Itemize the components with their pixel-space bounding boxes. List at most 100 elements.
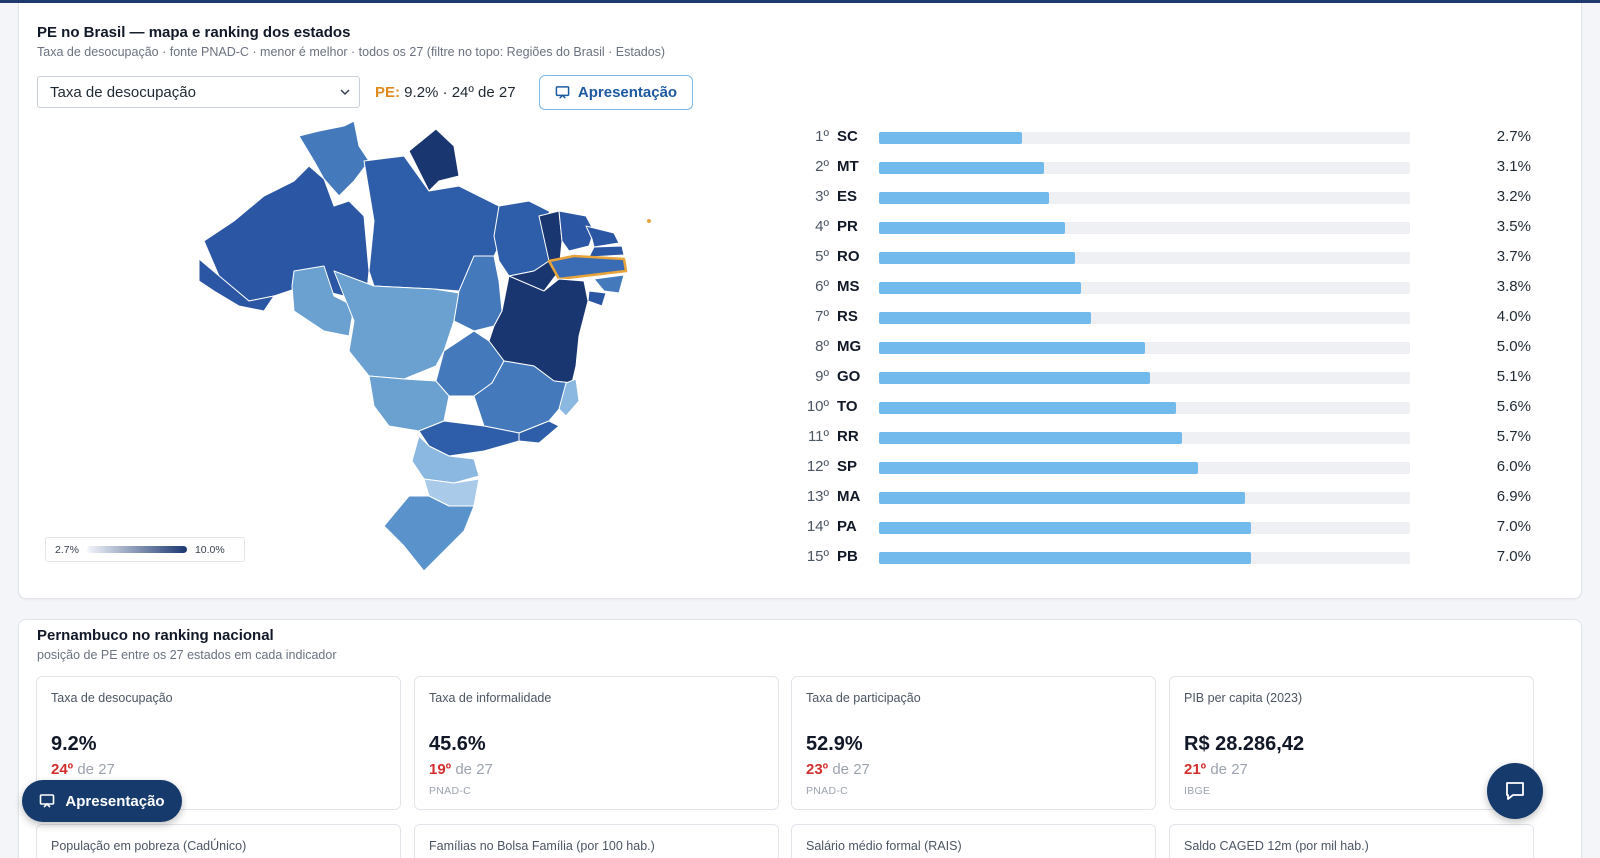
ranking-row[interactable]: 3º ES 3.2%	[799, 187, 1579, 207]
ranking-row[interactable]: 12º SP 6.0%	[799, 457, 1579, 477]
indicator-select-value: Taxa de desocupação	[50, 84, 196, 101]
ranking-value: 3.5%	[1496, 218, 1531, 235]
metric-label: Taxa de participação	[806, 691, 921, 705]
chat-icon	[1506, 782, 1524, 800]
ranking-value: 3.8%	[1496, 278, 1531, 295]
metric-rank: 21º de 27	[1184, 761, 1248, 778]
presentation-icon	[40, 794, 55, 808]
ranking-position: 8º	[815, 338, 829, 355]
map-island-marker	[647, 219, 651, 223]
ranking-bar	[879, 492, 1246, 504]
map-card-title: PE no Brasil — mapa e ranking dos estado…	[37, 24, 351, 41]
ranking-state-code: MG	[837, 338, 862, 355]
ranking-bar	[879, 162, 1044, 174]
ranking-row[interactable]: 7º RS 4.0%	[799, 307, 1579, 327]
metric-card-salary[interactable]: Salário médio formal (RAIS)	[791, 824, 1156, 858]
ranking-bar-track	[879, 192, 1410, 204]
ranking-value: 3.1%	[1496, 158, 1531, 175]
indicator-select[interactable]: Taxa de desocupação	[37, 76, 360, 108]
chat-button[interactable]	[1487, 763, 1543, 819]
presentation-icon	[555, 86, 570, 99]
ranking-value: 5.1%	[1496, 368, 1531, 385]
ranking-bar-track	[879, 312, 1410, 324]
metric-value: 9.2%	[51, 733, 97, 755]
ranking-bar-track	[879, 282, 1410, 294]
ranking-state-code: MA	[837, 488, 861, 505]
ranking-position: 14º	[806, 518, 829, 535]
presentation-button-label: Apresentação	[577, 84, 678, 101]
map-state-es	[558, 378, 580, 417]
legend-min: 2.7%	[55, 543, 79, 556]
ranking-bar-track	[879, 162, 1410, 174]
ranking-bar-track	[879, 402, 1410, 414]
metric-card-gdp[interactable]: PIB per capita (2023) R$ 28.286,42 21º d…	[1169, 676, 1534, 810]
metric-source: PNAD-C	[806, 785, 849, 797]
map-state-pr	[411, 435, 480, 484]
ranking-value: 3.2%	[1496, 188, 1531, 205]
metric-card-bolsa-familia[interactable]: Famílias no Bolsa Família (por 100 hab.)	[414, 824, 779, 858]
ranking-value: 5.0%	[1496, 338, 1531, 355]
ranking-bar	[879, 222, 1065, 234]
floating-presentation-button[interactable]: Apresentação	[22, 780, 182, 822]
ranking-row[interactable]: 10º TO 5.6%	[799, 397, 1579, 417]
ranking-bar	[879, 552, 1251, 564]
ranking-row[interactable]: 5º RO 3.7%	[799, 247, 1579, 267]
ranking-position: 5º	[815, 248, 829, 265]
ranking-row[interactable]: 1º SC 2.7%	[799, 127, 1579, 147]
map-state-se	[587, 290, 607, 307]
map-legend: 2.7% 10.0%	[45, 537, 245, 562]
legend-gradient	[86, 546, 187, 553]
ranking-row[interactable]: 2º MT 3.1%	[799, 157, 1579, 177]
map-state-rs	[383, 495, 475, 572]
ranking-bar	[879, 372, 1150, 384]
ranking-bar-track	[879, 522, 1410, 534]
ranking-bar	[879, 282, 1081, 294]
ranking-bar	[879, 132, 1023, 144]
ranking-position: 6º	[815, 278, 829, 295]
map-state-ms	[368, 375, 450, 432]
rank-card-title: Pernambuco no ranking nacional	[37, 627, 274, 644]
ranking-bar	[879, 522, 1251, 534]
metric-card-poverty[interactable]: População em pobreza (CadÚnico)	[36, 824, 401, 858]
ranking-value: 5.7%	[1496, 428, 1531, 445]
metric-card-caged[interactable]: Saldo CAGED 12m (por mil hab.)	[1169, 824, 1534, 858]
ranking-state-code: PR	[837, 218, 858, 235]
presentation-button[interactable]: Apresentação	[539, 75, 693, 110]
metric-card-unemployment[interactable]: Taxa de desocupação 9.2% 24º de 27	[36, 676, 401, 810]
map-state-ac	[198, 258, 275, 312]
ranking-row[interactable]: 13º MA 6.9%	[799, 487, 1579, 507]
ranking-bar	[879, 252, 1076, 264]
ranking-position: 9º	[815, 368, 829, 385]
ranking-state-code: SC	[837, 128, 858, 145]
metric-value: 45.6%	[429, 733, 486, 755]
ranking-bar-track	[879, 252, 1410, 264]
ranking-state-code: MT	[837, 158, 859, 175]
ranking-value: 5.6%	[1496, 398, 1531, 415]
ranking-position: 11º	[807, 428, 829, 445]
ranking-position: 2º	[815, 158, 829, 175]
ranking-position: 1º	[815, 128, 829, 145]
pe-tag: PE:	[375, 84, 401, 101]
ranking-state-code: RR	[837, 428, 859, 445]
ranking-row[interactable]: 14º PA 7.0%	[799, 517, 1579, 537]
ranking-state-code: GO	[837, 368, 861, 385]
ranking-row[interactable]: 15º PB 7.0%	[799, 547, 1579, 567]
metric-card-participation[interactable]: Taxa de participação 52.9% 23º de 27 PNA…	[791, 676, 1156, 810]
map-card-subtitle: Taxa de desocupação · fonte PNAD-C · men…	[37, 45, 666, 59]
metric-card-informality[interactable]: Taxa de informalidade 45.6% 19º de 27 PN…	[414, 676, 779, 810]
ranking-row[interactable]: 8º MG 5.0%	[799, 337, 1579, 357]
ranking-row[interactable]: 6º MS 3.8%	[799, 277, 1579, 297]
ranking-row[interactable]: 4º PR 3.5%	[799, 217, 1579, 237]
ranking-bar-track	[879, 432, 1410, 444]
metric-label: Saldo CAGED 12m (por mil hab.)	[1184, 839, 1369, 853]
ranking-row[interactable]: 11º RR 5.7%	[799, 427, 1579, 447]
ranking-bar-track	[879, 552, 1410, 564]
ranking-bar	[879, 432, 1182, 444]
metric-rank: 23º de 27	[806, 761, 870, 778]
brazil-choropleth-map[interactable]	[174, 121, 664, 581]
ranking-bar-track	[879, 462, 1410, 474]
map-state-ro	[291, 265, 355, 337]
pe-summary: PE: 9.2% · 24º de 27	[375, 84, 516, 101]
ranking-row[interactable]: 9º GO 5.1%	[799, 367, 1579, 387]
rank-card-subtitle: posição de PE entre os 27 estados em cad…	[37, 648, 337, 662]
